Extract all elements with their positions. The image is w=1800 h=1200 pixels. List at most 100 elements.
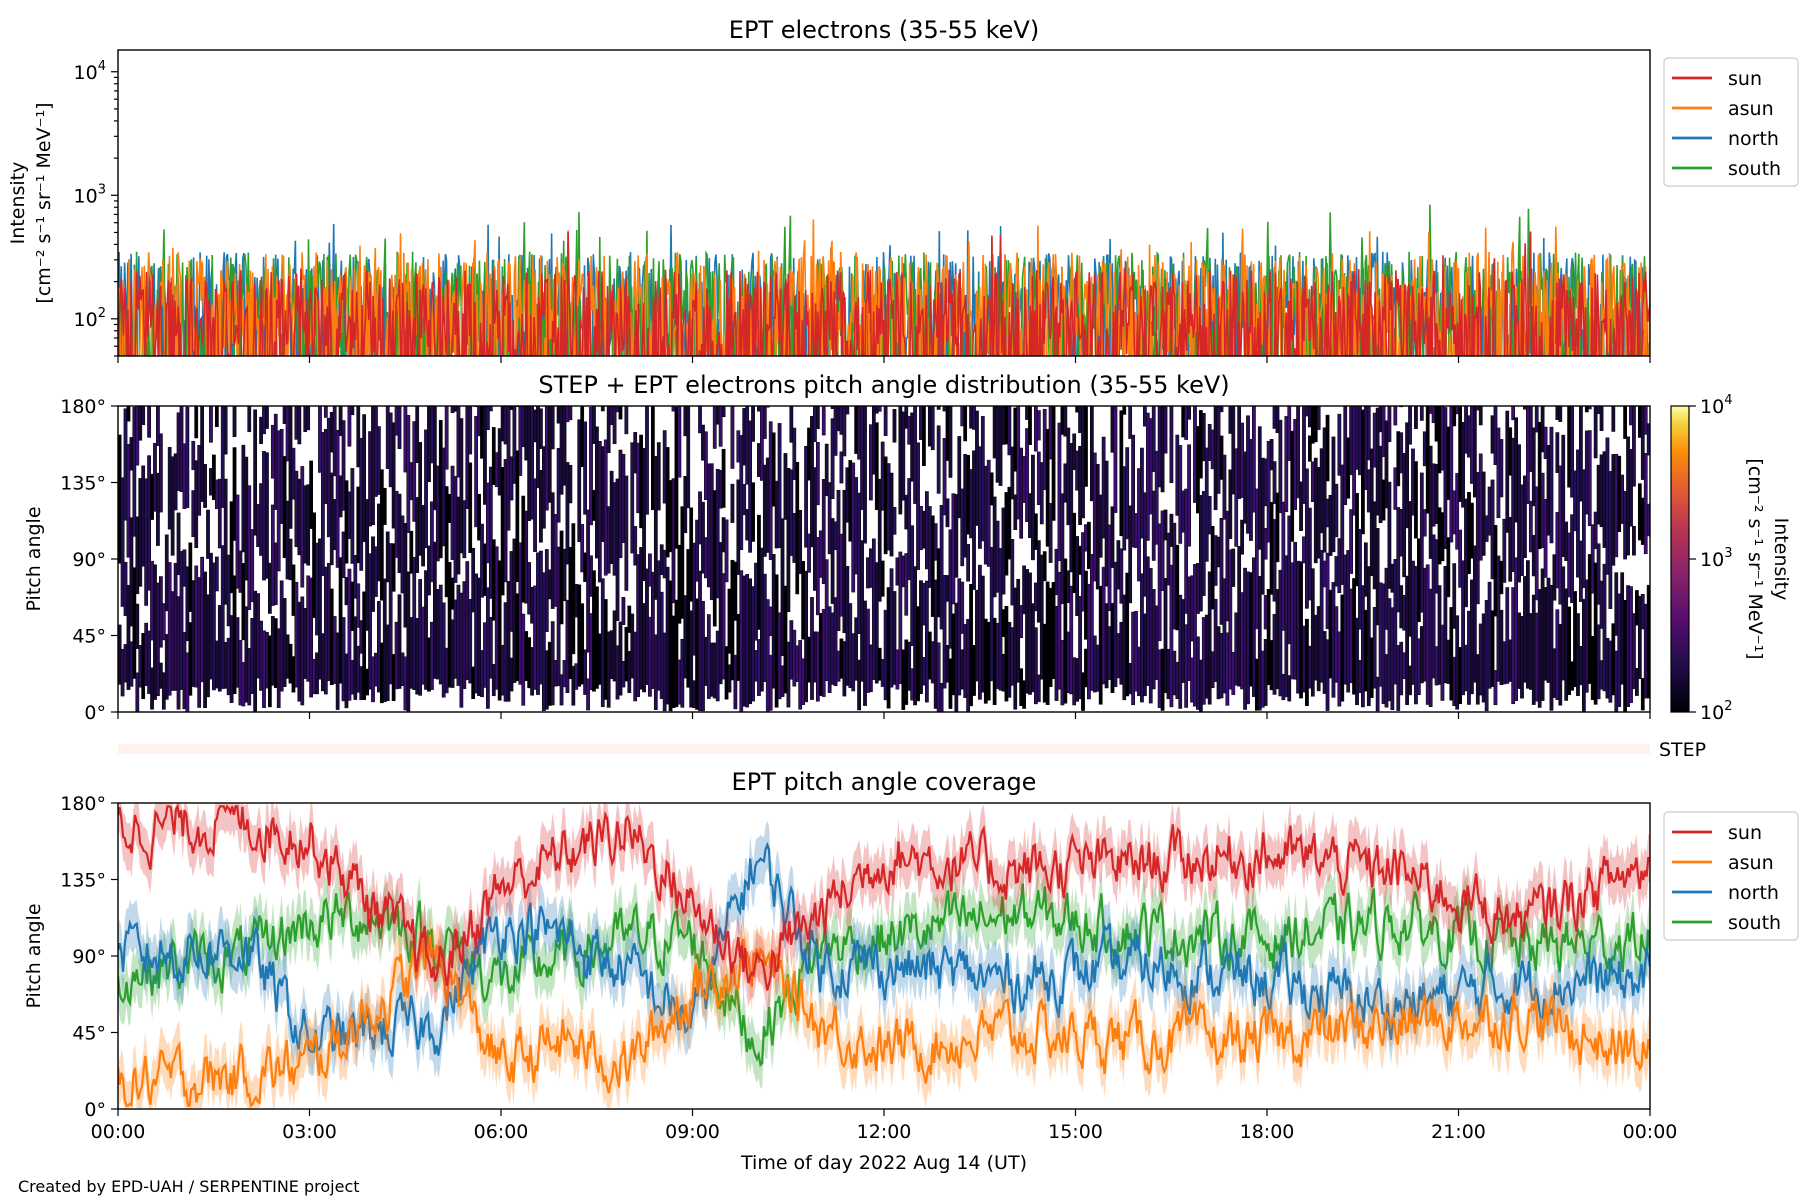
pad-heatmap-cell — [592, 406, 596, 444]
y-tick-label: 45° — [72, 1023, 106, 1045]
legend-label-south: south — [1728, 912, 1781, 934]
pad-heatmap-cell — [1219, 406, 1224, 413]
colorbar-tick-exp: 2 — [1724, 699, 1732, 714]
pad-heatmap-cell — [942, 438, 947, 516]
pad-heatmap-cell — [1034, 513, 1038, 550]
pad-heatmap-cell — [1287, 675, 1292, 702]
pad-heatmap-cell — [179, 551, 184, 690]
pad-heatmap-cell — [1169, 406, 1174, 484]
pad-heatmap-cell — [120, 477, 125, 607]
pad-heatmap-cell — [624, 475, 629, 591]
pad-heatmap-cell — [206, 509, 210, 559]
pad-heatmap-cell — [1166, 532, 1171, 586]
pad-heatmap-cell — [132, 406, 137, 537]
pad-heatmap-cell — [845, 406, 850, 415]
pad-heatmap-cell — [1219, 518, 1224, 625]
pad-heatmap-cell — [542, 572, 546, 712]
pad-heatmap-cell — [1069, 442, 1074, 573]
pad-heatmap-cell — [1113, 406, 1118, 513]
pad-heatmap-cell — [1010, 539, 1015, 606]
pad-heatmap-cell — [1593, 406, 1598, 459]
pad-heatmap-cell — [1039, 462, 1044, 525]
pad-heatmap-cell — [459, 418, 464, 554]
pad-heatmap-cell — [191, 440, 196, 471]
pad-heatmap-cell — [309, 460, 313, 529]
pad-heatmap-cell — [562, 406, 567, 486]
pad-heatmap-cell — [1175, 544, 1180, 631]
pad-heatmap-cell — [350, 468, 355, 564]
pad-heatmap-cell — [1034, 627, 1038, 705]
pad-heatmap-cell — [1007, 486, 1012, 560]
pad-heatmap-cell — [815, 442, 820, 506]
pad-heatmap-cell — [1372, 607, 1377, 689]
pad-heatmap-cell — [235, 494, 240, 589]
pad-heatmap-cell — [883, 406, 888, 436]
pad-heatmap-cell — [388, 543, 393, 685]
coverage-band-north — [118, 821, 1650, 1081]
pad-heatmap-cell — [813, 467, 817, 591]
pad-heatmap-cell — [568, 406, 573, 421]
pad-heatmap-cell — [223, 478, 228, 605]
pad-heatmap-cell — [1263, 527, 1268, 560]
pad-heatmap-cell — [474, 415, 478, 528]
pad-heatmap-cell — [341, 420, 346, 511]
pad-heatmap-cell — [468, 462, 473, 553]
pad-heatmap-cell — [877, 406, 882, 412]
pad-heatmap-cell — [804, 570, 808, 703]
pad-heatmap-cell — [550, 406, 555, 450]
pad-heatmap-cell — [653, 455, 658, 600]
pad-heatmap-cell — [1396, 507, 1401, 613]
pad-heatmap-cell — [515, 450, 520, 583]
pad-heatmap-cell — [1254, 488, 1259, 630]
pad-heatmap-cell — [677, 406, 682, 478]
pad-heatmap-cell — [1602, 563, 1607, 692]
pad-heatmap-cell — [1381, 583, 1386, 705]
pad-heatmap-cell — [1187, 444, 1191, 547]
pad-heatmap-cell — [229, 501, 234, 594]
pad-heatmap-cell — [898, 551, 903, 685]
intensity-series-north — [118, 223, 1650, 356]
pad-heatmap-cell — [1384, 420, 1389, 509]
pad-heatmap-cell — [135, 603, 140, 649]
pad-heatmap-cell — [792, 427, 797, 480]
legend-label-north: north — [1728, 128, 1779, 150]
pad-heatmap-cell — [1119, 548, 1124, 604]
pad-heatmap-cell — [506, 581, 511, 702]
pad-heatmap-cell — [1431, 534, 1436, 679]
intensity-legend: sun asun north south — [1663, 57, 1799, 187]
colorbar-tick-label: 102 — [1700, 699, 1732, 724]
pad-heatmap-cell — [1549, 584, 1554, 711]
pad-heatmap-cell — [1302, 406, 1306, 504]
pad-heatmap-cell — [989, 472, 994, 506]
pad-heatmap-cell — [762, 406, 767, 439]
pad-heatmap-cell — [583, 649, 587, 695]
pad-heatmap-cell — [1434, 539, 1439, 594]
pad-heatmap-cell — [212, 454, 216, 501]
pad-heatmap-cell — [1154, 450, 1159, 545]
pad-heatmap-cell — [922, 406, 926, 466]
pad-heatmap-cell — [1048, 503, 1053, 563]
pad-heatmap-cell — [318, 538, 322, 680]
pad-heatmap-cell — [1143, 492, 1147, 597]
pad-heatmap-cell — [212, 562, 216, 691]
legend-label-asun: asun — [1728, 98, 1774, 120]
pad-heatmap-cell — [901, 411, 906, 501]
pad-heatmap-cell — [1534, 406, 1539, 433]
pad-heatmap-cell — [877, 478, 882, 602]
step-band-panel: STEP — [118, 739, 1706, 761]
y-tick-label: 45° — [72, 626, 106, 648]
pad-heatmap-cell — [444, 486, 449, 598]
pad-heatmap-cell — [586, 678, 590, 711]
pad-heatmap-cell — [565, 462, 570, 565]
pad-heatmap-cell — [309, 577, 313, 698]
pad-heatmap-cell — [1414, 461, 1418, 539]
colorbar-tick-base: 10 — [1700, 396, 1724, 418]
pad-heatmap-cell — [1187, 406, 1191, 420]
pad-heatmap-cell — [141, 406, 146, 426]
pad-heatmap-cell — [1635, 668, 1639, 696]
pad-heatmap-cell — [220, 545, 225, 689]
coverage-panel: EPT pitch angle coverage 0° 45° 90° 135° 180… — [23, 768, 1799, 1174]
pad-heatmap-cell — [524, 510, 529, 604]
pad-heatmap-cell — [1528, 500, 1533, 553]
